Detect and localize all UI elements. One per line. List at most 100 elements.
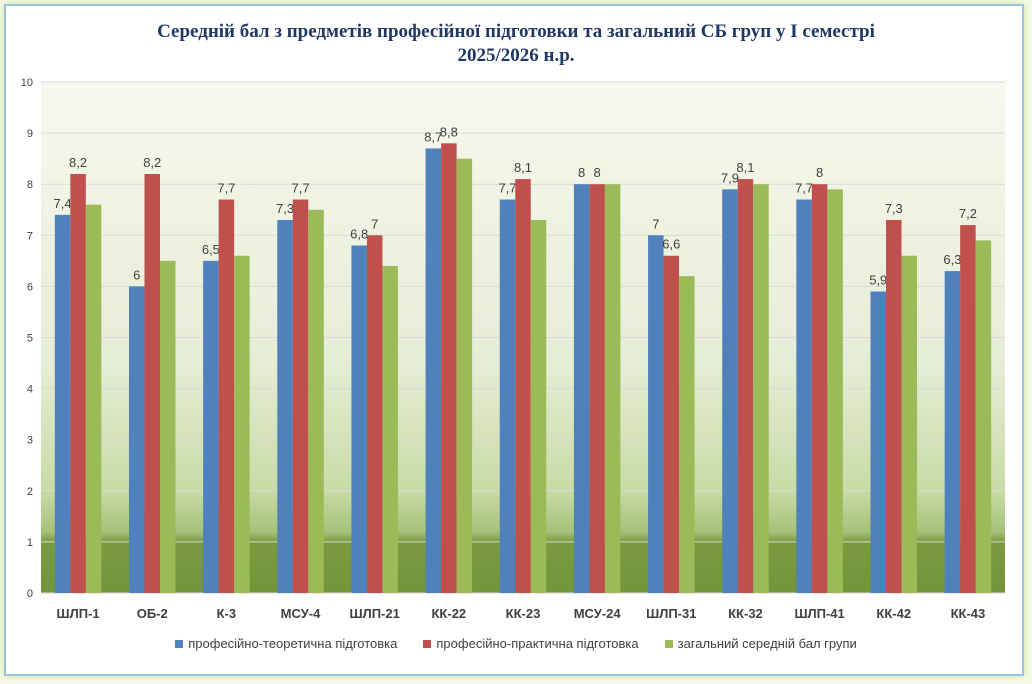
legend-swatch xyxy=(175,639,184,648)
legend: професійно-теоретична підготовка професій… xyxy=(0,636,1032,651)
bar xyxy=(218,199,235,593)
legend-swatch xyxy=(423,639,432,648)
bar xyxy=(886,219,902,593)
y-tick-label: 8 xyxy=(27,179,33,191)
bar xyxy=(530,219,547,593)
bar xyxy=(796,199,812,593)
y-tick-label: 9 xyxy=(27,128,33,140)
data-label: 6,6 xyxy=(662,237,680,252)
data-label: 6 xyxy=(133,267,140,282)
chart-title: Середній бал з предметів професійної під… xyxy=(0,20,1032,68)
bar xyxy=(351,245,367,593)
y-tick-label: 5 xyxy=(27,333,33,345)
data-label: 7,4 xyxy=(54,196,72,211)
x-tick-label: МСУ-4 xyxy=(281,606,321,621)
x-tick-label: ШЛП-31 xyxy=(646,606,696,621)
x-tick-label: ШЛП-1 xyxy=(57,606,100,621)
x-tick-label: ШЛП-41 xyxy=(794,606,844,621)
data-label: 7,3 xyxy=(276,201,294,216)
data-label: 7,7 xyxy=(795,181,813,196)
bar xyxy=(827,189,843,593)
y-tick-label: 3 xyxy=(27,435,33,447)
y-tick-label: 7 xyxy=(27,230,33,242)
bar xyxy=(870,291,887,593)
bar xyxy=(366,235,383,594)
x-tick-label: КК-23 xyxy=(506,606,541,621)
y-tick-label: 2 xyxy=(27,486,33,498)
bar xyxy=(441,143,457,593)
data-label: 7,9 xyxy=(721,170,739,185)
data-label: 8,8 xyxy=(440,124,458,139)
title-line1: Середній бал з предметів професійної під… xyxy=(157,21,875,42)
bar xyxy=(499,199,516,593)
bar xyxy=(382,265,398,593)
data-label: 8,7 xyxy=(424,129,442,144)
bar xyxy=(308,209,324,593)
bar xyxy=(70,173,86,594)
x-tick-label: ОБ-2 xyxy=(137,606,168,621)
bar xyxy=(811,184,828,593)
legend-swatch xyxy=(664,639,673,648)
data-label: 8,1 xyxy=(736,160,754,175)
x-tick-label: К-3 xyxy=(217,606,237,621)
data-label: 7 xyxy=(652,216,659,231)
y-tick-label: 6 xyxy=(27,281,33,293)
data-label: 7 xyxy=(371,216,378,231)
data-label: 8 xyxy=(594,165,601,180)
y-tick-label: 1 xyxy=(27,537,33,549)
bar xyxy=(85,204,102,593)
bar xyxy=(604,184,621,593)
legend-label: професійно-практична підготовка xyxy=(436,636,639,651)
bar xyxy=(589,184,605,593)
y-tick-label: 10 xyxy=(21,77,33,89)
x-tick-label: КК-42 xyxy=(876,606,911,621)
data-label: 7,3 xyxy=(885,201,903,216)
x-tick-label: ШЛП-21 xyxy=(350,606,400,621)
data-label: 8,2 xyxy=(143,155,161,170)
data-label: 6,5 xyxy=(202,242,220,257)
bar xyxy=(159,260,176,593)
bar xyxy=(573,184,590,593)
bar xyxy=(944,271,961,593)
bar xyxy=(901,255,918,594)
bar xyxy=(144,173,160,594)
bar xyxy=(277,219,293,593)
data-label: 7,7 xyxy=(217,181,235,196)
data-label: 8 xyxy=(578,165,585,180)
data-label: 6,3 xyxy=(943,252,961,267)
y-tick-label: 4 xyxy=(27,384,33,396)
legend-label: загальний середній бал групи xyxy=(677,636,857,651)
bar xyxy=(456,158,473,593)
bar xyxy=(737,179,754,593)
bar xyxy=(425,148,442,593)
legend-item: професійно-теоретична підготовка xyxy=(175,636,397,651)
title-line2: 2025/2026 н.р. xyxy=(457,45,575,66)
bar xyxy=(203,260,219,593)
x-tick-label: КК-43 xyxy=(951,606,986,621)
bar xyxy=(753,184,769,593)
bar xyxy=(515,179,531,593)
legend-item: професійно-практична підготовка xyxy=(423,636,639,651)
legend-item: загальний середній бал групи xyxy=(664,636,857,651)
bar xyxy=(663,255,680,594)
x-tick-label: КК-32 xyxy=(728,606,763,621)
bar xyxy=(975,240,992,593)
data-label: 7,2 xyxy=(959,206,977,221)
bar xyxy=(54,214,71,594)
x-tick-label: МСУ-24 xyxy=(574,606,622,621)
bar xyxy=(292,199,309,593)
bar xyxy=(234,255,250,594)
data-label: 5,9 xyxy=(869,273,887,288)
data-label: 8 xyxy=(816,165,823,180)
bar xyxy=(128,286,145,593)
data-label: 7,7 xyxy=(498,181,516,196)
legend-label: професійно-теоретична підготовка xyxy=(188,636,398,651)
bar xyxy=(960,225,976,593)
data-label: 8,2 xyxy=(69,155,87,170)
y-tick-label: 0 xyxy=(27,588,33,600)
bar xyxy=(722,189,738,593)
data-label: 6,8 xyxy=(350,227,368,242)
x-tick-label: КК-22 xyxy=(432,606,467,621)
data-label: 8,1 xyxy=(514,160,532,175)
